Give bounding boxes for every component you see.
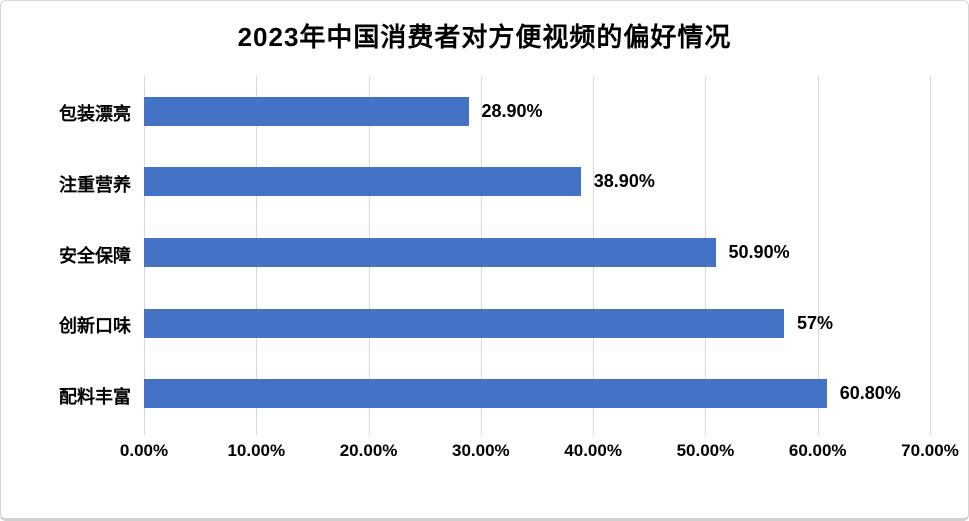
bar: [144, 308, 785, 338]
category-label: 注重营养: [59, 174, 131, 195]
value-label: 57%: [797, 312, 834, 333]
bar: [144, 379, 827, 409]
bar: [144, 167, 581, 197]
category-label: 安全保障: [59, 245, 131, 266]
bar: [144, 238, 716, 267]
value-label: 50.90%: [728, 242, 790, 262]
x-axis: 0.00% 10.00% 20.00% 30.00% 40.00% 50.00% 60.00…: [1, 441, 968, 463]
value-label: 28.90%: [481, 100, 543, 121]
x-tick-label: 60.00%: [788, 441, 847, 460]
category-label: 配料丰富: [59, 386, 131, 407]
chart-title: 2023年中国消费者对方便视频的偏好情况: [237, 22, 732, 52]
bar: [144, 96, 469, 126]
x-tick-label: 0.00%: [119, 441, 169, 460]
x-tick-label: 70.00%: [901, 441, 959, 460]
gridline: [930, 76, 931, 435]
value-label: 38.90%: [593, 171, 655, 192]
x-tick-label: 40.00%: [564, 441, 622, 460]
category-label: 创新口味: [59, 316, 131, 337]
x-tick-label: 50.00%: [676, 441, 735, 460]
value-label: 60.80%: [839, 383, 901, 404]
gridline: [817, 76, 819, 435]
plot-area: 28.90% 38.90% 50.90% 57% 60.80%: [144, 76, 931, 435]
category-label: 包装漂亮: [59, 104, 131, 125]
x-tick-label: 20.00%: [339, 441, 398, 460]
x-tick-label: 30.00%: [452, 441, 510, 460]
x-tick-label: 10.00%: [227, 441, 286, 460]
